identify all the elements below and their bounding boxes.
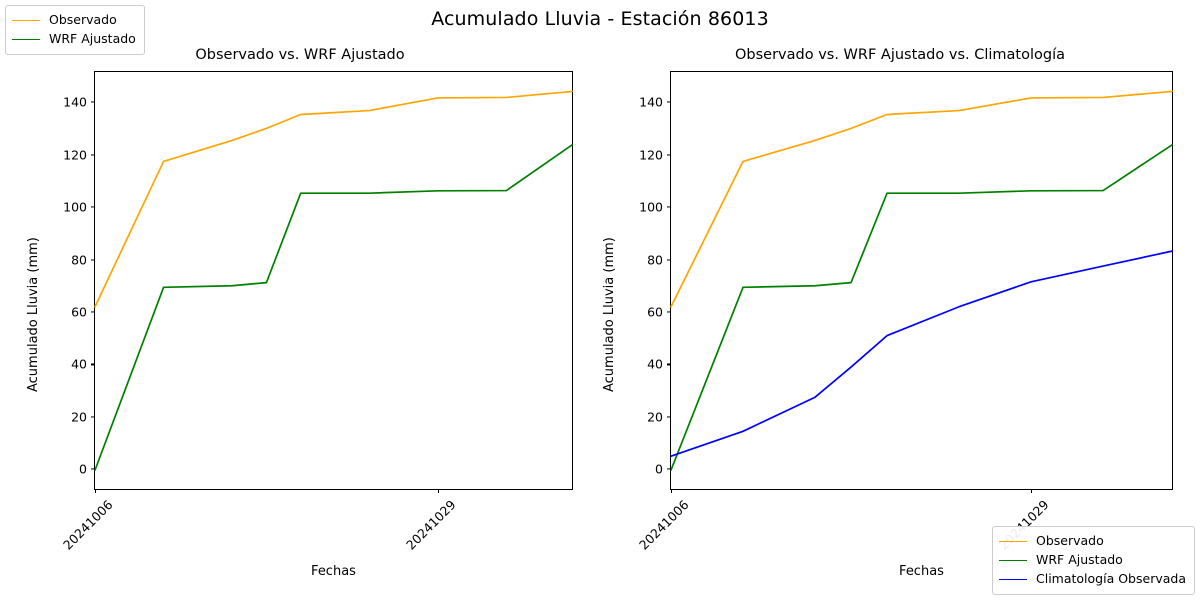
legend-item-wrf-ajustado[interactable]: WRF Ajustado [12, 30, 136, 49]
ytick-mark [91, 206, 95, 208]
legend-label-observado: Observado [1036, 533, 1104, 549]
ytick-mark [667, 154, 671, 156]
legend-item-wrf-ajustado[interactable]: WRF Ajustado [999, 551, 1186, 570]
ytick-mark [667, 206, 671, 208]
ytick-mark [91, 154, 95, 156]
legend-swatch-observado [999, 541, 1027, 542]
series-line-observado [671, 91, 1172, 306]
ytick-mark [91, 311, 95, 313]
ytick-label: 40 [647, 356, 663, 372]
legend-label-climatologia-observada: Climatología Observada [1036, 571, 1186, 587]
series-line-wrf-ajustado [95, 145, 572, 470]
ytick-label: 20 [71, 409, 87, 425]
subplot-right-xlabel: Fechas [899, 564, 944, 579]
legend-swatch-climatologia-observada [999, 579, 1027, 580]
legend-right[interactable]: Observado WRF Ajustado Climatología Obse… [992, 526, 1195, 595]
legend-label-wrf-ajustado: WRF Ajustado [49, 31, 136, 47]
legend-item-observado[interactable]: Observado [999, 532, 1186, 551]
subplot-left-title: Observado vs. WRF Ajustado [195, 47, 405, 63]
ytick-label: 0 [655, 461, 663, 477]
plot-area-right: Fechas 0 20 40 60 80 100 120 140 20241006 2024102… [636, 71, 1173, 579]
ytick-mark [91, 416, 95, 418]
series-line-observado [95, 91, 572, 306]
ytick-label: 140 [63, 94, 87, 110]
ytick-mark [91, 101, 95, 103]
ytick-label: 40 [71, 356, 87, 372]
ytick-mark [667, 416, 671, 418]
legend-left[interactable]: Observado WRF Ajustado [5, 5, 145, 55]
legend-item-observado[interactable]: Observado [12, 11, 136, 30]
ytick-label: 80 [647, 252, 663, 268]
xtick-mark [437, 489, 439, 493]
legend-swatch-observado [12, 20, 40, 21]
subplot-right: Observado vs. WRF Ajustado vs. Climatolo… [600, 0, 1200, 600]
ytick-label: 80 [71, 252, 87, 268]
ytick-mark [667, 363, 671, 365]
ytick-mark [91, 258, 95, 261]
xtick-mark [95, 489, 97, 493]
legend-label-observado: Observado [49, 12, 117, 28]
subplot-right-ylabel: Acumulado Lluvia (mm) [602, 237, 617, 392]
ytick-label: 140 [639, 94, 663, 110]
subplot-left-xlabel: Fechas [311, 564, 356, 579]
series-line-climatolog-a-observada [671, 251, 1172, 456]
xtick-mark [671, 489, 673, 493]
ytick-label: 20 [647, 409, 663, 425]
legend-swatch-wrf-ajustado [12, 39, 40, 40]
ytick-label: 120 [63, 147, 87, 163]
figure-suptitle: Acumulado Lluvia - Estación 86013 [431, 8, 769, 30]
xtick-label: 20241006 [60, 497, 116, 553]
ytick-mark [667, 101, 671, 103]
subplot-right-title: Observado vs. WRF Ajustado vs. Climatolo… [735, 47, 1065, 63]
line-chart-left [95, 72, 572, 489]
ytick-mark [667, 258, 671, 261]
legend-item-climatologia-observada[interactable]: Climatología Observada [999, 570, 1186, 589]
ytick-label: 60 [71, 304, 87, 320]
ytick-mark [667, 468, 671, 470]
legend-swatch-wrf-ajustado [999, 560, 1027, 561]
ytick-label: 60 [647, 304, 663, 320]
series-line-wrf-ajustado [671, 145, 1172, 470]
ytick-mark [667, 311, 671, 313]
xtick-label: 20241006 [636, 497, 692, 553]
ytick-mark [91, 363, 95, 365]
xtick-mark [1031, 489, 1033, 493]
ytick-label: 100 [63, 199, 87, 215]
plot-area-left: Fechas 0 20 40 60 80 100 120 140 20241006 2024102… [60, 71, 573, 579]
line-chart-right [671, 72, 1172, 489]
ytick-mark [91, 468, 95, 470]
ytick-label: 100 [639, 199, 663, 215]
legend-label-wrf-ajustado: WRF Ajustado [1036, 552, 1123, 568]
ytick-label: 120 [639, 147, 663, 163]
ytick-label: 0 [79, 461, 87, 477]
xtick-label: 20241029 [402, 497, 459, 553]
subplot-left: Observado vs. WRF Ajustado Acumulado Llu… [5, 5, 573, 579]
subplot-left-ylabel: Acumulado Lluvia (mm) [26, 237, 41, 392]
